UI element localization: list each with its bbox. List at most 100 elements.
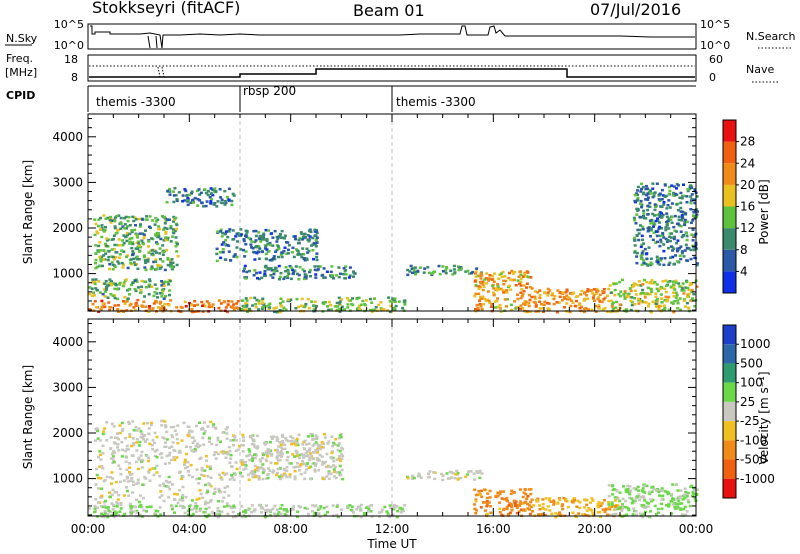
scatter-cell bbox=[119, 227, 123, 230]
scatter-cell bbox=[244, 243, 248, 246]
scatter-cell bbox=[621, 503, 624, 506]
nave-tick-top: 60 bbox=[709, 53, 723, 66]
scatter-cell bbox=[320, 455, 324, 458]
scatter-cell bbox=[132, 483, 135, 487]
scatter-cell bbox=[221, 251, 225, 254]
scatter-cell bbox=[300, 232, 304, 235]
scatter-cell bbox=[492, 291, 495, 294]
scatter-cell bbox=[485, 512, 489, 516]
scatter-cell bbox=[651, 212, 655, 216]
scatter-cell bbox=[202, 205, 206, 208]
scatter-cell bbox=[513, 501, 517, 505]
scatter-cell bbox=[139, 430, 143, 433]
scatter-cell bbox=[230, 474, 234, 477]
scatter-cell bbox=[118, 244, 121, 247]
scatter-cell bbox=[574, 515, 578, 519]
scatter-cell bbox=[464, 270, 468, 273]
scatter-cell bbox=[164, 238, 168, 242]
scatter-cell bbox=[445, 267, 449, 270]
scatter-cell bbox=[188, 429, 192, 432]
scatter-cell bbox=[216, 506, 220, 510]
scatter-cell bbox=[630, 497, 634, 500]
scatter-cell bbox=[340, 468, 344, 472]
scatter-cell bbox=[607, 299, 611, 303]
scatter-cell bbox=[488, 274, 492, 277]
scatter-cell bbox=[473, 488, 477, 491]
scatter-cell bbox=[287, 272, 291, 276]
scatter-cell bbox=[168, 279, 172, 283]
scatter-cell bbox=[278, 458, 282, 462]
scatter-cell bbox=[212, 423, 216, 426]
scatter-cell bbox=[689, 221, 693, 225]
scatter-cell bbox=[255, 271, 259, 275]
scatter-cell bbox=[157, 235, 161, 238]
colorbar-segment bbox=[723, 440, 736, 460]
scatter-cell bbox=[264, 228, 268, 232]
scatter-cell bbox=[251, 473, 255, 476]
scatter-cell bbox=[190, 499, 194, 502]
scatter-cell bbox=[611, 301, 615, 304]
scatter-cell bbox=[513, 300, 517, 303]
scatter-cell bbox=[140, 304, 144, 307]
scatter-cell bbox=[550, 293, 554, 297]
scatter-cell bbox=[534, 301, 537, 304]
scatter-cell bbox=[113, 304, 117, 307]
scatter-cell bbox=[688, 187, 692, 191]
scatter-cell bbox=[684, 513, 688, 516]
scatter-cell bbox=[162, 499, 166, 503]
scatter-cell bbox=[641, 487, 645, 490]
scatter-cell bbox=[322, 506, 326, 510]
scatter-cell bbox=[652, 231, 656, 235]
scatter-cell bbox=[172, 425, 176, 429]
scatter-cell bbox=[658, 489, 662, 492]
scatter-cell bbox=[111, 282, 114, 285]
scatter-cell bbox=[335, 471, 339, 474]
scatter-cell bbox=[383, 505, 387, 509]
scatter-cell bbox=[148, 307, 151, 310]
scatter-cell bbox=[680, 513, 684, 516]
scatter-cell bbox=[695, 285, 699, 288]
scatter-cell bbox=[228, 461, 232, 464]
scatter-cell bbox=[337, 455, 341, 458]
nsky-panel: N.Sky 10^5 10^0 10^5 10^0 N.Search bbox=[5, 18, 796, 52]
scatter-cell bbox=[276, 437, 280, 441]
scatter-cell bbox=[186, 461, 190, 464]
scatter-cell bbox=[158, 247, 162, 250]
scatter-cell bbox=[303, 471, 307, 474]
scatter-cell bbox=[628, 496, 632, 500]
scatter-cell bbox=[223, 200, 227, 203]
scatter-cell bbox=[228, 228, 232, 231]
scatter-cell bbox=[108, 263, 112, 266]
scatter-cell bbox=[128, 237, 132, 241]
scatter-cell bbox=[313, 505, 317, 508]
scatter-cell bbox=[243, 509, 247, 512]
power-data-layer bbox=[88, 114, 699, 314]
scatter-cell bbox=[294, 307, 298, 310]
scatter-cell bbox=[110, 482, 113, 485]
scatter-cell bbox=[485, 504, 489, 508]
scatter-cell bbox=[131, 242, 135, 246]
scatter-cell bbox=[211, 188, 215, 192]
scatter-cell bbox=[277, 234, 281, 238]
scatter-cell bbox=[408, 270, 412, 273]
scatter-cell bbox=[177, 191, 181, 194]
scatter-cell bbox=[657, 511, 660, 514]
scatter-cell bbox=[334, 476, 338, 480]
scatter-cell bbox=[437, 264, 441, 268]
scatter-cell bbox=[228, 504, 232, 508]
scatter-cell bbox=[232, 478, 236, 482]
scatter-cell bbox=[411, 271, 414, 275]
scatter-cell bbox=[479, 295, 483, 299]
scatter-cell bbox=[163, 226, 167, 230]
scatter-cell bbox=[194, 444, 198, 448]
scatter-cell bbox=[674, 291, 678, 294]
scatter-cell bbox=[313, 228, 317, 232]
scatter-cell bbox=[681, 282, 685, 285]
scatter-cell bbox=[250, 504, 254, 507]
scatter-cell bbox=[632, 284, 636, 288]
scatter-cell bbox=[677, 499, 681, 503]
scatter-cell bbox=[348, 504, 352, 507]
scatter-cell bbox=[214, 457, 218, 460]
scatter-cell bbox=[256, 469, 260, 472]
